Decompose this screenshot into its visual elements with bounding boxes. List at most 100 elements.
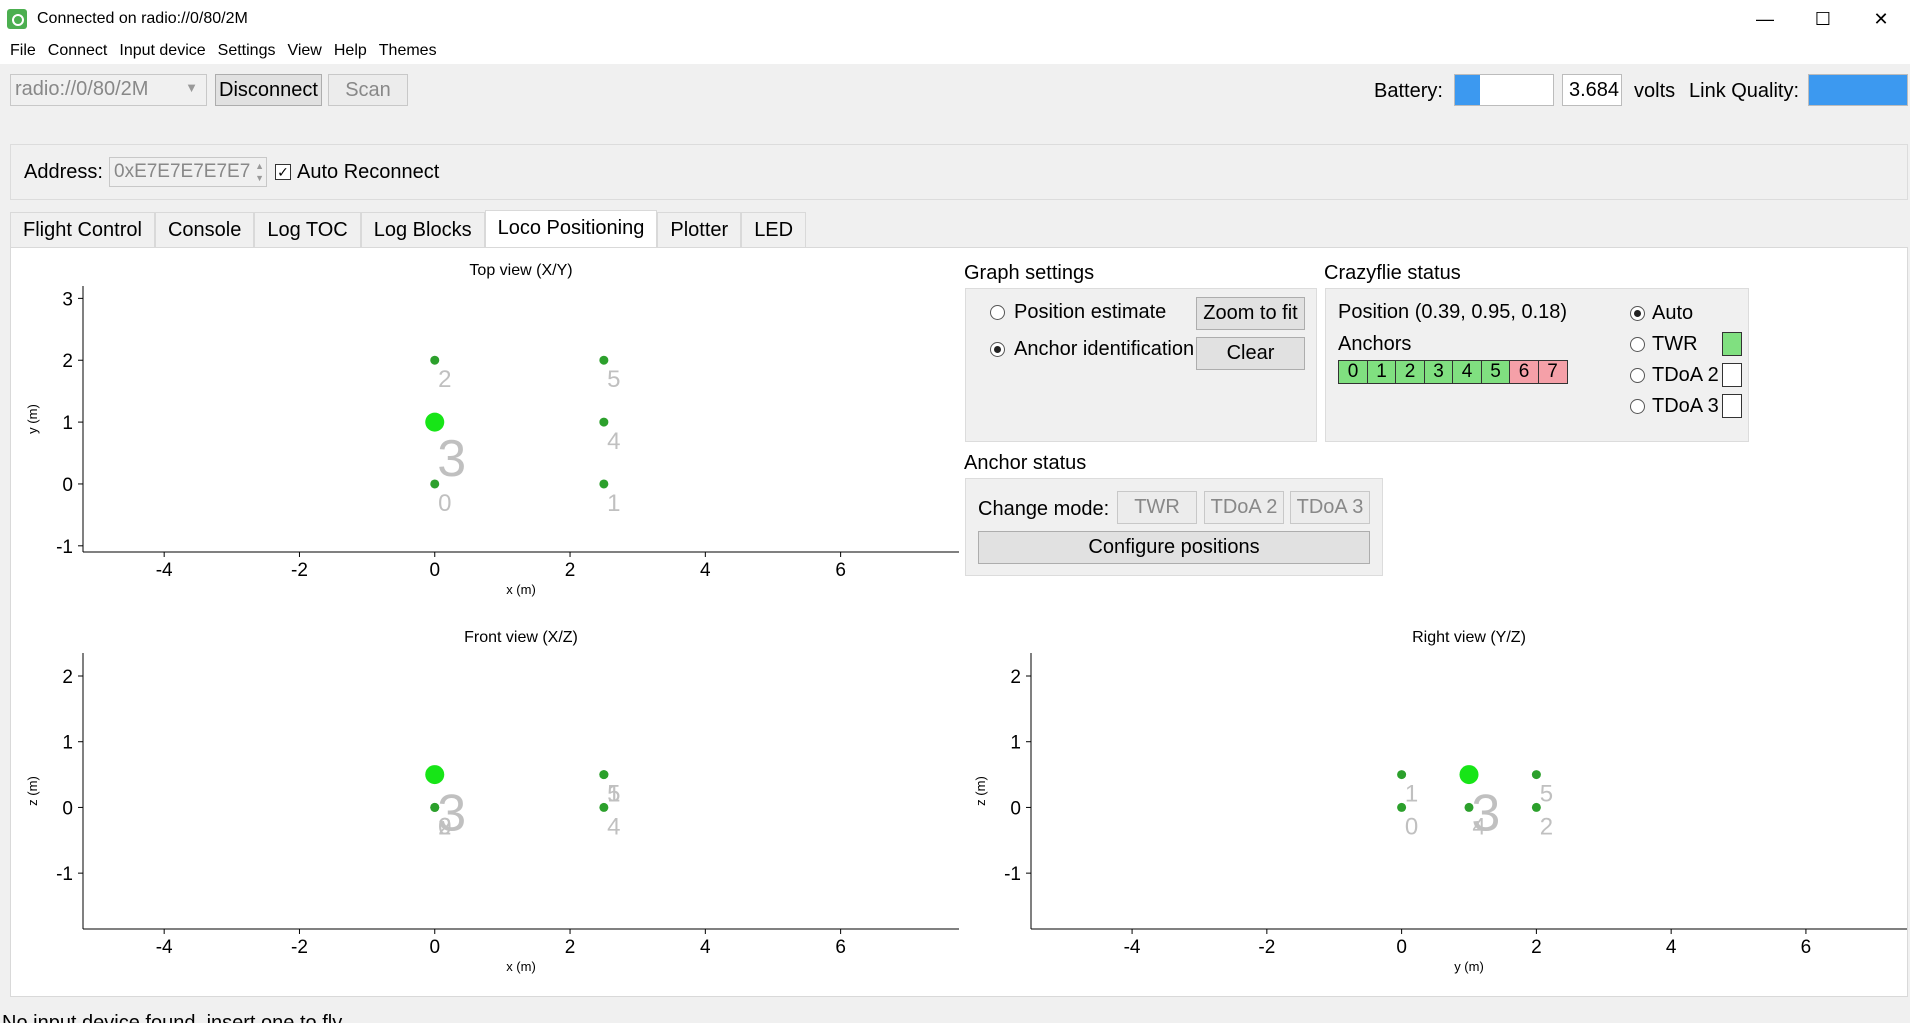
y-tick-label: 2	[62, 351, 73, 372]
anchor-status-box: Change mode: TWR TDoA 2 TDoA 3 Configure…	[965, 478, 1383, 576]
disconnect-button[interactable]: Disconnect	[215, 74, 322, 106]
mode-radio-tdoa3[interactable]	[1630, 399, 1645, 414]
anchor-indicator-5: 5	[1480, 360, 1511, 384]
anchor-identification-label: Anchor identification	[1014, 338, 1195, 360]
x-tick-label: 2	[565, 560, 576, 581]
uri-select[interactable]: radio://0/80/2M ▼	[10, 74, 207, 106]
y-tick-label: 0	[62, 798, 73, 819]
anchor-point-label: 0	[1405, 813, 1418, 840]
x-tick-label: 4	[700, 937, 711, 958]
close-button[interactable]: ✕	[1873, 8, 1889, 29]
top-view-plot[interactable]: Top view (X/Y) -4 -2 0 2 4 6 -1 0 1 2 3 x (m) y (m) 3 0…	[11, 256, 959, 618]
twr-mode-button[interactable]: TWR	[1117, 491, 1197, 524]
anchor-point-5	[599, 355, 609, 365]
tdoa3-mode-button[interactable]: TDoA 3	[1290, 491, 1370, 524]
menu-input-device[interactable]: Input device	[119, 42, 206, 59]
position-estimate-point	[1459, 765, 1479, 785]
zoom-to-fit-button[interactable]: Zoom to fit	[1196, 297, 1305, 330]
plot-svg[interactable]: Right view (Y/Z) -4 -2 0 2 4 6 -1 0 1 2 y (m) z (m) 3…	[959, 623, 1907, 995]
mode-radio-twr[interactable]	[1630, 337, 1645, 352]
y-tick-label: 0	[62, 475, 73, 496]
mode-label-tdoa2: TDoA 2	[1652, 364, 1719, 386]
tab-bar: Flight Control Console Log TOC Log Block…	[10, 210, 807, 248]
x-tick-label: 6	[835, 937, 846, 958]
tdoa2-mode-button[interactable]: TDoA 2	[1204, 491, 1284, 524]
front-view-plot[interactable]: Front view (X/Z) -4 -2 0 2 4 6 -1 0 1 2 x (m) z (m) 3…	[11, 623, 959, 995]
anchor-point-2	[1531, 802, 1541, 812]
tab-console[interactable]: Console	[154, 212, 255, 248]
y-tick-label: 2	[62, 667, 73, 688]
x-tick-label: -2	[291, 560, 308, 581]
address-field[interactable]: 0xE7E7E7E7E7 ▲ ▼	[109, 157, 267, 187]
tab-led[interactable]: LED	[741, 212, 807, 248]
position-estimate-label: Position estimate	[1014, 301, 1167, 323]
plot-title: Right view (Y/Z)	[1412, 629, 1526, 646]
clear-button[interactable]: Clear	[1196, 337, 1305, 370]
configure-positions-button[interactable]: Configure positions	[978, 531, 1370, 564]
anchor-status-title: Anchor status	[964, 452, 1087, 474]
title-bar: Connected on radio://0/80/2M — ☐ ✕	[0, 0, 1910, 38]
anchor-point-label: 2	[438, 813, 451, 840]
tab-loco-positioning[interactable]: Loco Positioning	[484, 210, 658, 248]
minimize-button[interactable]: —	[1756, 8, 1774, 29]
anchor-indicator-7: 7	[1537, 360, 1568, 384]
menu-file[interactable]: File	[10, 42, 36, 59]
spin-arrows-icon[interactable]: ▲ ▼	[255, 161, 264, 183]
anchor-indicator-0: 0	[1338, 360, 1368, 384]
maximize-button[interactable]: ☐	[1814, 8, 1832, 29]
mode-label-tdoa3: TDoA 3	[1652, 395, 1719, 417]
position-estimate-radio[interactable]	[990, 305, 1005, 320]
x-tick-label: 0	[1396, 937, 1407, 958]
address-label: Address:	[24, 161, 103, 183]
mode-label-twr: TWR	[1652, 333, 1698, 355]
anchor-point-label: 4	[607, 428, 620, 455]
x-tick-label: 4	[1666, 937, 1677, 958]
tab-log-toc[interactable]: Log TOC	[254, 212, 361, 248]
battery-bar	[1454, 74, 1554, 106]
y-axis-label: y (m)	[25, 404, 40, 434]
menu-connect[interactable]: Connect	[47, 42, 108, 59]
auto-reconnect-checkbox[interactable]: ✓	[275, 164, 291, 180]
chevron-down-icon: ▼	[185, 80, 198, 95]
y-tick-label: 1	[1010, 733, 1021, 754]
anchor-point-4	[599, 802, 609, 812]
tab-log-blocks[interactable]: Log Blocks	[360, 212, 485, 248]
mode-radio-auto[interactable]	[1630, 306, 1645, 321]
anchor-point-label: 0	[438, 490, 451, 517]
tab-plotter[interactable]: Plotter	[657, 212, 742, 248]
menu-view[interactable]: View	[287, 42, 322, 59]
y-tick-label: -1	[56, 537, 73, 558]
x-tick-label: -4	[156, 560, 173, 581]
menu-themes[interactable]: Themes	[378, 42, 437, 59]
position-estimate-point	[425, 765, 445, 785]
anchor-point-0	[430, 479, 440, 489]
graph-settings-box: Position estimate Anchor identification …	[965, 288, 1317, 442]
battery-fill	[1455, 75, 1480, 105]
x-axis-label: x (m)	[506, 582, 536, 597]
estimate-label: 3	[1471, 785, 1500, 843]
x-tick-label: 4	[700, 560, 711, 581]
x-axis-label: x (m)	[506, 959, 536, 974]
scan-button[interactable]: Scan	[328, 74, 408, 106]
anchor-point-0	[1397, 802, 1407, 812]
position-readout: Position (0.39, 0.95, 0.18)	[1338, 301, 1568, 323]
anchor-point-2	[430, 802, 440, 812]
x-tick-label: -4	[1124, 937, 1141, 958]
menu-settings[interactable]: Settings	[217, 42, 276, 59]
x-tick-label: 2	[565, 937, 576, 958]
volts-label: volts	[1634, 80, 1676, 102]
graph-settings-title: Graph settings	[964, 262, 1095, 284]
right-view-plot[interactable]: Right view (Y/Z) -4 -2 0 2 4 6 -1 0 1 2 y (m) z (m) 3…	[959, 623, 1907, 995]
anchor-point-label: 0	[438, 813, 451, 840]
y-axis-label: z (m)	[973, 776, 988, 806]
status-bar: No input device found, insert one to fly…	[0, 1008, 1910, 1023]
anchor-identification-radio[interactable]	[990, 342, 1005, 357]
anchor-indicator-1: 1	[1366, 360, 1397, 384]
menu-help[interactable]: Help	[333, 42, 367, 59]
anchor-point-label: 4	[1472, 813, 1485, 840]
mode-radio-tdoa2[interactable]	[1630, 368, 1645, 383]
anchor-point-5	[1531, 770, 1541, 780]
tab-flight-control[interactable]: Flight Control	[10, 212, 155, 248]
